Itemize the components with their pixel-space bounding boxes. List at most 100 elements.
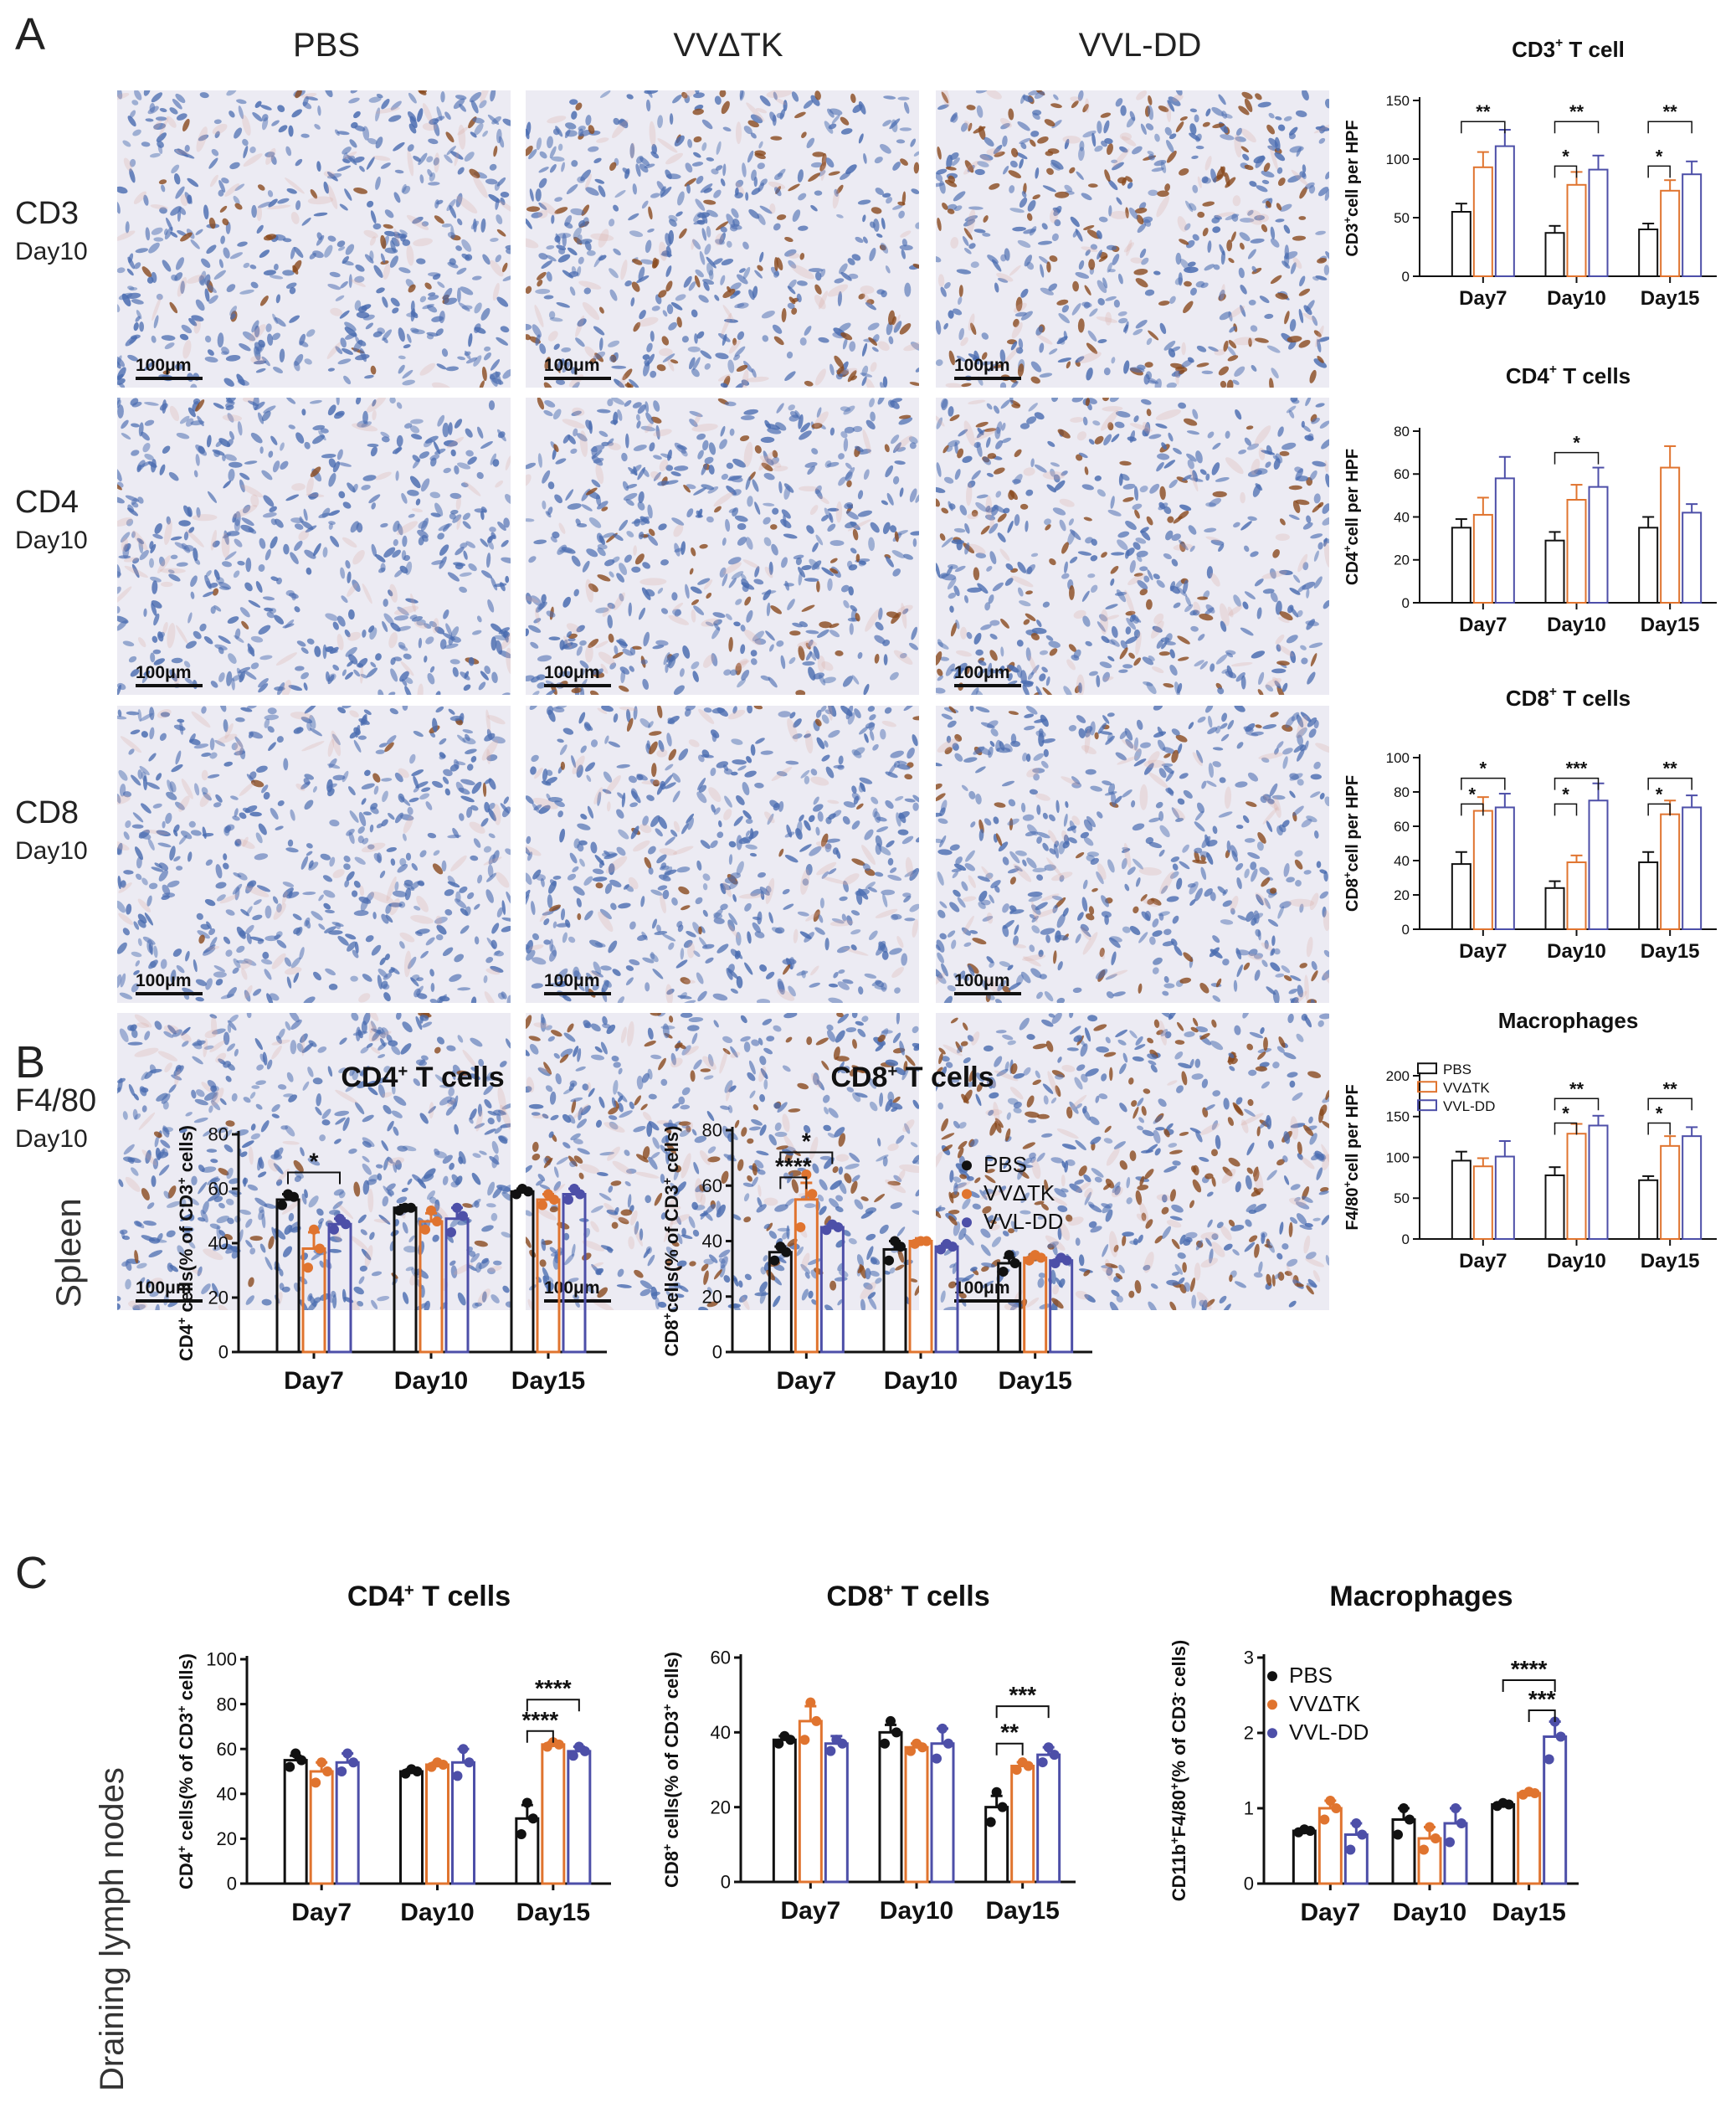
data-point bbox=[831, 1735, 842, 1745]
legend-label: VVL-DD bbox=[1443, 1098, 1495, 1114]
legend-swatch bbox=[1267, 1671, 1277, 1682]
scale-bar: 100μm bbox=[544, 356, 611, 380]
error-bar bbox=[1686, 1126, 1698, 1137]
data-point bbox=[322, 1766, 333, 1776]
tissue-image bbox=[936, 90, 1329, 388]
chart-svg: CD4+ T cells CD4+ cells(% of CD3+ cells) 0… bbox=[176, 1062, 607, 1395]
scale-bar-line bbox=[954, 377, 1021, 380]
data-point bbox=[1419, 1844, 1429, 1855]
y-tick-label: 0 bbox=[712, 1342, 722, 1363]
x-tick-label: Day10 bbox=[394, 1367, 468, 1395]
y-tick-label: 60 bbox=[208, 1179, 229, 1200]
error-bar bbox=[1477, 496, 1489, 515]
y-axis-label: CD4+ cells(% of CD3+ cells) bbox=[176, 1125, 197, 1361]
data-point bbox=[1043, 1742, 1054, 1753]
data-point bbox=[799, 1735, 810, 1745]
chart-svg: CD8+ T cells CD8+cell per HPF 0 20 40 60 80 100… bbox=[1341, 685, 1717, 963]
data-point bbox=[1319, 1814, 1330, 1825]
legend-label: PBS bbox=[984, 1152, 1027, 1177]
row-label-f480: F4/80 Day10 bbox=[15, 1080, 96, 1157]
significance-bracket bbox=[526, 1730, 554, 1743]
chart-title: CD4+ T cells bbox=[1506, 362, 1631, 388]
significance-label: ** bbox=[1476, 101, 1491, 122]
y-tick-label: 50 bbox=[1394, 1190, 1410, 1206]
bar-VVΔTK-Day15 bbox=[1660, 813, 1681, 930]
data-point bbox=[329, 1224, 339, 1235]
tissue-image bbox=[526, 706, 919, 1003]
bar-VVΔTK-Day15 bbox=[1660, 466, 1681, 604]
x-tick-label: Day7 bbox=[1459, 287, 1507, 310]
bar-VVΔTK-Day7 bbox=[309, 1770, 334, 1885]
data-point bbox=[303, 1262, 313, 1273]
y-axis-label: CD4+cell per HPF bbox=[1341, 449, 1362, 585]
scale-bar-line bbox=[954, 684, 1021, 687]
scale-bar: 100μm bbox=[136, 971, 203, 995]
significance-label: * bbox=[1562, 1103, 1569, 1124]
y-axis-label: F4/80+cell per HPF bbox=[1341, 1084, 1362, 1230]
significance-bracket bbox=[1647, 121, 1692, 134]
data-point bbox=[537, 1200, 547, 1211]
legend-swatch bbox=[1417, 1099, 1437, 1112]
chart-svg: Macrophages F4/80+cell per HPF 0 50 100 150 20… bbox=[1341, 1008, 1717, 1272]
y-tick-label: 20 bbox=[208, 1288, 229, 1308]
y-tick-label: 50 bbox=[1394, 210, 1410, 226]
data-point bbox=[336, 1766, 347, 1776]
bar-VVL-DD-Day15 bbox=[1682, 512, 1703, 604]
chart-title: CD3+ T cell bbox=[1512, 36, 1625, 62]
row-label-marker: CD3 bbox=[15, 196, 80, 231]
significance-label: * bbox=[802, 1128, 811, 1154]
row-label-day: Day10 bbox=[15, 1125, 88, 1154]
data-point bbox=[521, 1797, 532, 1808]
significance-label: * bbox=[1573, 433, 1580, 454]
scale-bar-line bbox=[136, 684, 203, 687]
bar-VVΔTK-Day7 bbox=[1472, 166, 1493, 277]
x-tick-label: Day7 bbox=[1459, 1250, 1507, 1272]
bar-PBS-Day10 bbox=[1544, 539, 1565, 604]
x-tick-label: Day15 bbox=[1641, 1250, 1700, 1272]
bar-VVΔTK-Day10 bbox=[1566, 861, 1587, 930]
significance-label: **** bbox=[775, 1153, 812, 1179]
significance-bracket bbox=[1554, 803, 1578, 816]
y-tick-label: 0 bbox=[1402, 922, 1410, 938]
bar-VVL-DD-Day10 bbox=[1588, 168, 1609, 278]
x-tick-label: Day15 bbox=[1641, 614, 1700, 636]
scale-bar-label: 100μm bbox=[954, 356, 1010, 375]
chart-c3: Macrophages CD11b+F4/80+(% of CD3- cells)… bbox=[1160, 1565, 1729, 1971]
error-bar bbox=[1664, 179, 1677, 191]
x-tick-label: Day10 bbox=[880, 1897, 953, 1925]
data-point bbox=[1543, 1754, 1554, 1765]
scale-bar-label: 100μm bbox=[954, 971, 1010, 990]
data-point bbox=[335, 1213, 345, 1224]
chart-b1: CD4+ T cells CD4+ cells(% of CD3+ cells) 0… bbox=[167, 1046, 636, 1444]
bar-VVΔTK-Day10 bbox=[419, 1220, 444, 1354]
error-bar bbox=[1498, 455, 1511, 479]
data-point bbox=[1555, 1731, 1566, 1742]
error-bar bbox=[1549, 531, 1561, 541]
x-tick-label: Day15 bbox=[1492, 1899, 1565, 1926]
data-point bbox=[1456, 1818, 1466, 1828]
chart-c2: CD8+ T cells CD8+ cells(% of CD3+ cells) 0… bbox=[653, 1565, 1097, 1971]
data-point bbox=[775, 1241, 786, 1252]
bar-VVL-DD-Day10 bbox=[930, 1742, 955, 1884]
column-header-vvldd: VVL-DD bbox=[1078, 27, 1202, 64]
bar-VVΔTK-Day10 bbox=[908, 1240, 933, 1354]
data-point bbox=[342, 1748, 353, 1759]
micrograph-cd4-1: 100μm bbox=[526, 398, 919, 695]
scale-bar: 100μm bbox=[136, 356, 203, 380]
scale-bar-line bbox=[544, 992, 611, 995]
data-point bbox=[807, 1189, 818, 1200]
significance-bracket bbox=[1554, 1098, 1600, 1111]
data-point bbox=[458, 1744, 469, 1755]
y-tick-label: 20 bbox=[1394, 887, 1410, 903]
data-point bbox=[464, 1757, 475, 1768]
row-label-day: Day10 bbox=[15, 238, 88, 266]
chart-c1: CD4+ T cells CD4+ cells(% of CD3+ cells) 0… bbox=[167, 1565, 636, 1971]
legend-label: VVΔTK bbox=[984, 1180, 1055, 1206]
data-point bbox=[446, 1227, 456, 1237]
data-point bbox=[458, 1211, 468, 1221]
bar-VVL-DD-Day7 bbox=[1494, 1155, 1515, 1240]
significance-bracket bbox=[1554, 451, 1600, 465]
y-tick-label: 0 bbox=[1244, 1874, 1254, 1894]
legend-swatch bbox=[1417, 1081, 1437, 1093]
error-bar bbox=[1570, 484, 1583, 500]
